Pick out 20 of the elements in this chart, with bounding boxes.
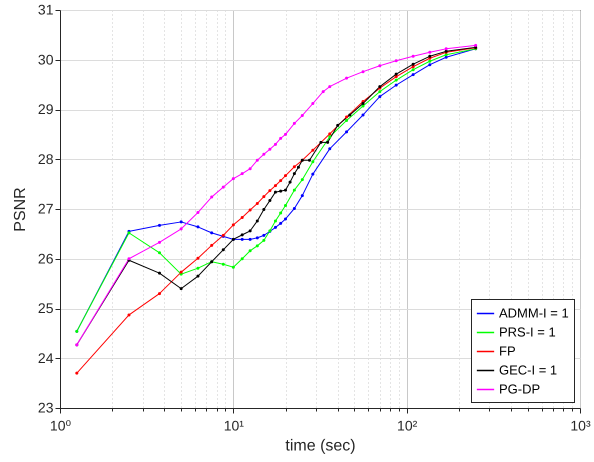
y-tick-label: 24 bbox=[38, 350, 54, 366]
y-tick-label: 28 bbox=[38, 150, 54, 167]
x-tick-label: 10³ bbox=[570, 418, 591, 434]
x-tick-label: 10¹ bbox=[224, 418, 244, 434]
y-tick-label: 30 bbox=[38, 51, 54, 68]
y-tick-label: 25 bbox=[38, 300, 54, 316]
y-tick-label: 27 bbox=[38, 200, 54, 216]
x-axis-title: time (sec) bbox=[285, 438, 356, 454]
y-axis-title: PSNR bbox=[12, 187, 29, 232]
y-tick-label: 29 bbox=[38, 101, 54, 117]
x-tick-label: 10² bbox=[397, 418, 418, 434]
legend-label: FP bbox=[499, 344, 516, 358]
legend-label: PRS-I = 1 bbox=[499, 324, 556, 340]
y-tick-label: 23 bbox=[38, 400, 54, 416]
legend-label: PG-DP bbox=[499, 382, 540, 396]
y-tick-label: 26 bbox=[38, 250, 54, 266]
y-tick-label: 31 bbox=[38, 2, 54, 18]
legend-label: GEC-I = 1 bbox=[499, 362, 558, 378]
x-tick-label: 10⁰ bbox=[50, 418, 72, 434]
legend-label: ADMM-I = 1 bbox=[499, 306, 569, 320]
